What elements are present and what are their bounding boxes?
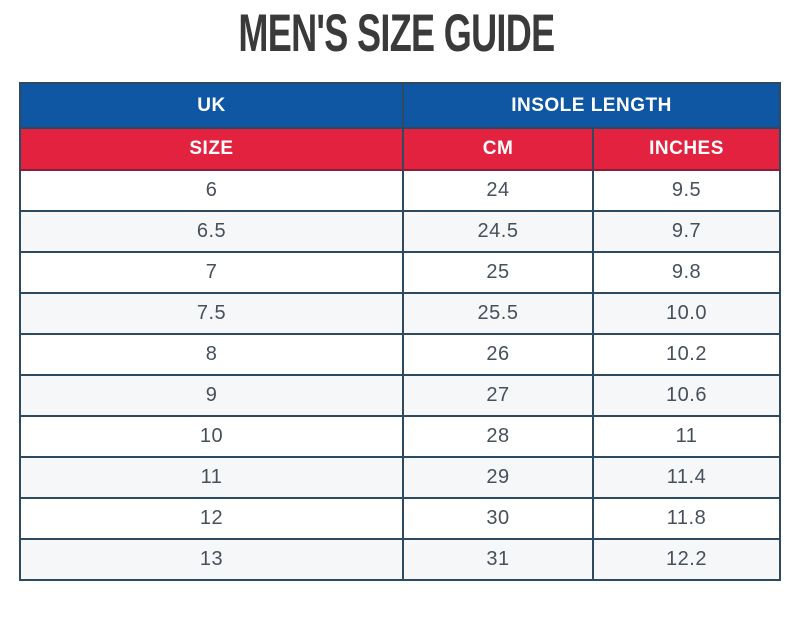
cell-cm: 26 <box>402 333 594 376</box>
size-table-body: 6 24 9.5 6.5 24.5 9.7 7 25 9.8 7.5 25.5 10.0 8 26 10.2… <box>19 169 781 581</box>
table-row: 10 28 11 <box>19 415 781 458</box>
cell-inches: 9.7 <box>592 210 781 253</box>
table-row: 6 24 9.5 <box>19 169 781 212</box>
cell-cm: 25.5 <box>402 292 594 335</box>
cell-uk: 6.5 <box>19 210 404 253</box>
cell-uk: 11 <box>19 456 404 499</box>
header-inches: INCHES <box>592 127 781 171</box>
cell-inches: 11.8 <box>592 497 781 540</box>
cell-uk: 10 <box>19 415 404 458</box>
cell-uk: 6 <box>19 169 404 212</box>
cell-cm: 31 <box>402 538 594 581</box>
header-uk: UK <box>19 82 404 129</box>
table-row: 7.5 25.5 10.0 <box>19 292 781 335</box>
table-row: 7 25 9.8 <box>19 251 781 294</box>
table-row: 9 27 10.6 <box>19 374 781 417</box>
cell-inches: 9.8 <box>592 251 781 294</box>
header-row-sub: SIZE CM INCHES <box>19 127 781 171</box>
cell-uk: 7 <box>19 251 404 294</box>
cell-inches: 9.5 <box>592 169 781 212</box>
cell-inches: 11.4 <box>592 456 781 499</box>
cell-uk: 9 <box>19 374 404 417</box>
cell-cm: 25 <box>402 251 594 294</box>
cell-uk: 12 <box>19 497 404 540</box>
cell-inches: 12.2 <box>592 538 781 581</box>
header-insole-length: INSOLE LENGTH <box>402 82 781 129</box>
cell-cm: 24 <box>402 169 594 212</box>
cell-cm: 28 <box>402 415 594 458</box>
cell-cm: 27 <box>402 374 594 417</box>
cell-cm: 29 <box>402 456 594 499</box>
page-title: MEN'S SIZE GUIDE <box>0 0 792 65</box>
cell-uk: 7.5 <box>19 292 404 335</box>
cell-uk: 8 <box>19 333 404 376</box>
table-row: 6.5 24.5 9.7 <box>19 210 781 253</box>
cell-cm: 30 <box>402 497 594 540</box>
cell-cm: 24.5 <box>402 210 594 253</box>
cell-inches: 11 <box>592 415 781 458</box>
header-cm: CM <box>402 127 594 171</box>
table-row: 8 26 10.2 <box>19 333 781 376</box>
cell-inches: 10.0 <box>592 292 781 335</box>
page-title-text: MEN'S SIZE GUIDE <box>237 4 555 63</box>
cell-uk: 13 <box>19 538 404 581</box>
header-size: SIZE <box>19 127 404 171</box>
size-guide-table: UK INSOLE LENGTH SIZE CM INCHES 6 24 9.5 6.… <box>19 82 781 581</box>
table-row: 12 30 11.8 <box>19 497 781 540</box>
table-row: 13 31 12.2 <box>19 538 781 581</box>
header-row-top: UK INSOLE LENGTH <box>19 82 781 129</box>
cell-inches: 10.2 <box>592 333 781 376</box>
table-row: 11 29 11.4 <box>19 456 781 499</box>
cell-inches: 10.6 <box>592 374 781 417</box>
